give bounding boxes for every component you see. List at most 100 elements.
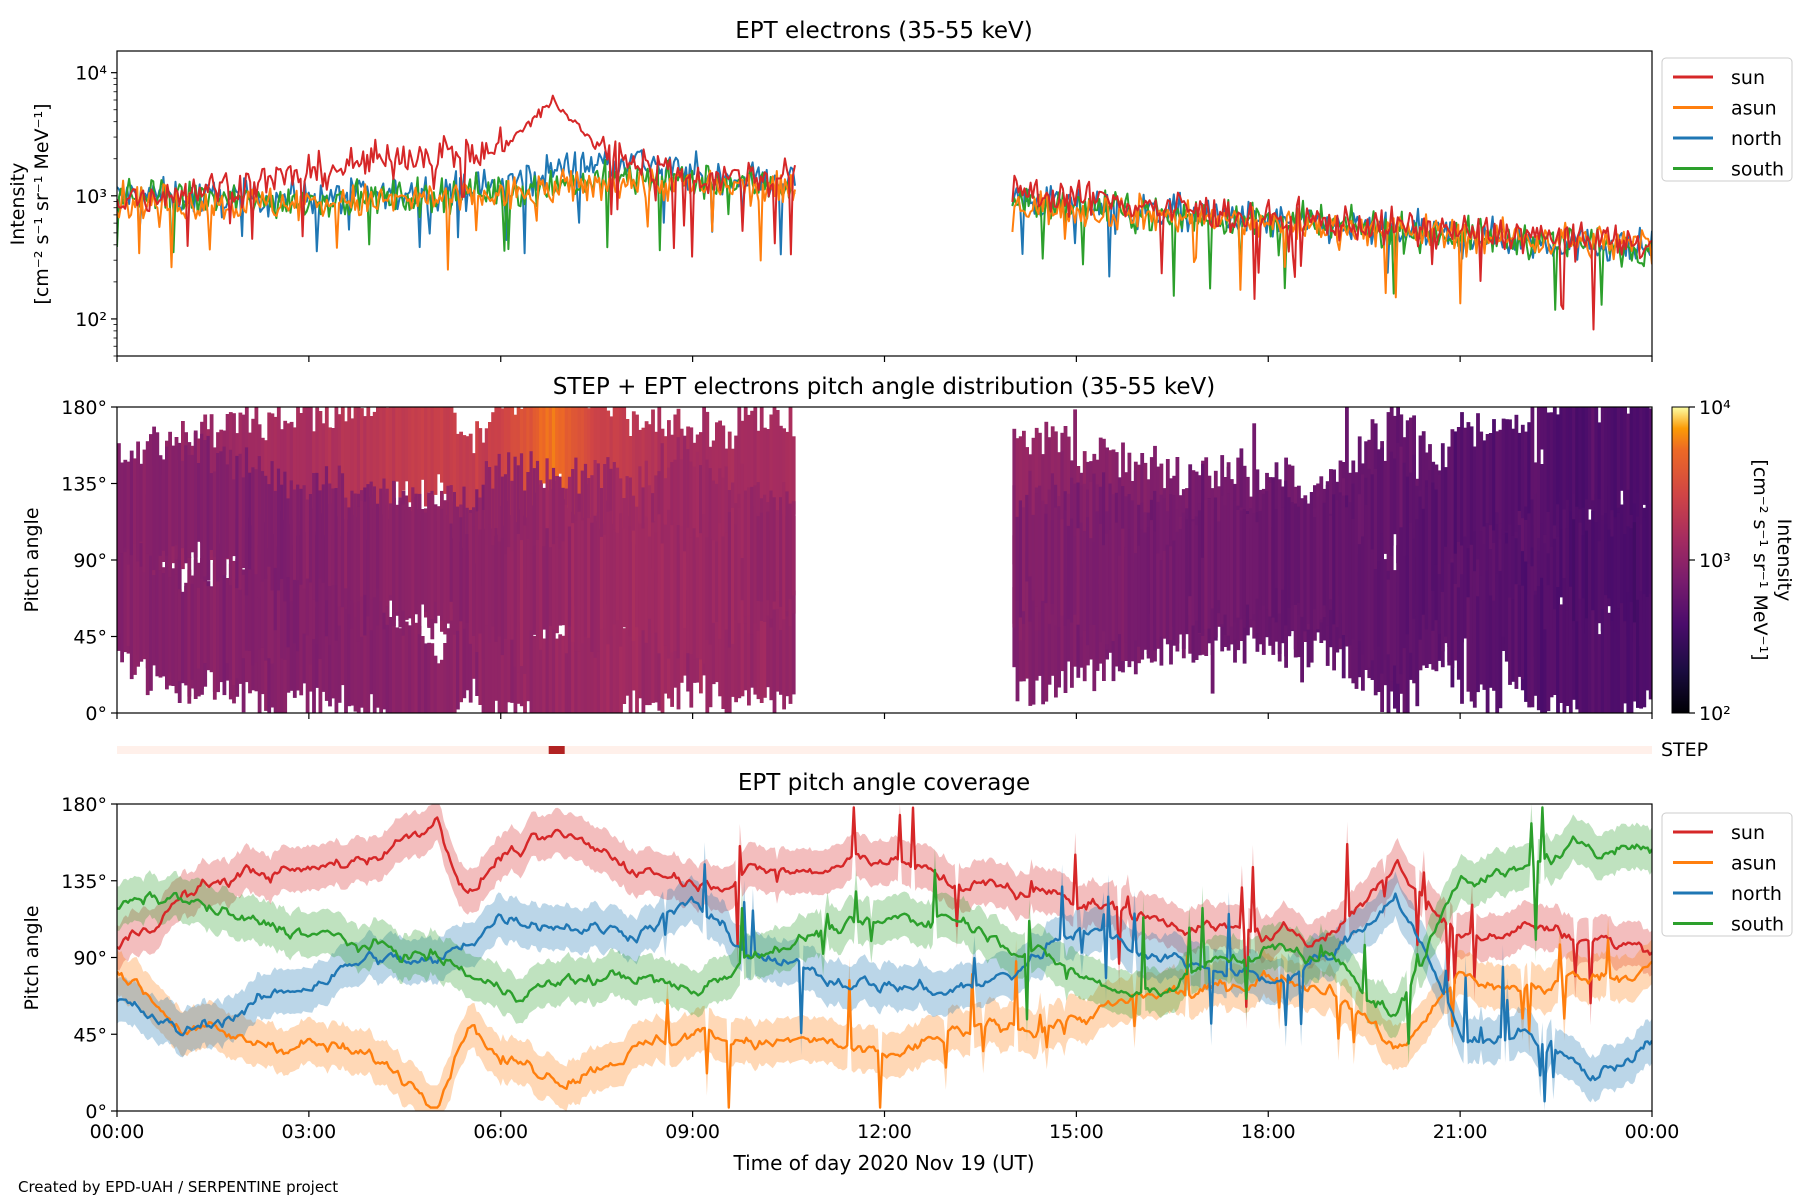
- panel1-y-ticks: 10² 10³ 10⁴: [75, 63, 117, 357]
- x-axis-label: Time of day 2020 Nov 19 (UT): [733, 1151, 1035, 1175]
- heatmap-cell: [1105, 447, 1109, 568]
- heatmap-cell: [302, 407, 307, 537]
- heatmap-cell: [385, 597, 390, 713]
- heatmap-cell: [184, 582, 188, 686]
- heatmap-cell: [558, 548, 563, 626]
- panel4-ylabel: Pitch angle: [21, 905, 43, 1010]
- heatmap-cell: [539, 407, 543, 485]
- heatmap-cell: [590, 407, 595, 518]
- heatmap-cell: [1325, 485, 1330, 626]
- heatmap-cell: [1488, 595, 1493, 688]
- heatmap-cell: [436, 407, 441, 475]
- heatmap-cell: [1409, 522, 1413, 653]
- heatmap-cell: [1565, 407, 1570, 500]
- heatmap-cell: [510, 407, 515, 515]
- heatmap-cell: [1492, 419, 1496, 531]
- heatmap-cell: [443, 643, 447, 713]
- heatmap-cell: [785, 431, 790, 517]
- heatmap-cell: [516, 407, 521, 523]
- heatmap-cell: [1149, 520, 1154, 663]
- heatmap-cell: [625, 419, 630, 531]
- heatmap-cell: [491, 412, 495, 529]
- y-tick-label: 90°: [73, 948, 107, 970]
- heatmap-cell: [117, 552, 121, 651]
- heatmap-cell: [1636, 407, 1640, 493]
- heatmap-cell: [280, 527, 284, 659]
- heatmap-cell: [1517, 585, 1522, 677]
- heatmap-cell: [1194, 525, 1199, 621]
- heatmap-cell: [337, 414, 342, 517]
- heatmap-cell: [340, 606, 345, 686]
- heatmap-cell: [305, 499, 310, 579]
- heatmap-cell: [1207, 498, 1212, 629]
- heatmap-cell: [548, 407, 553, 491]
- heatmap-cell: [564, 407, 569, 500]
- heatmap-cell: [427, 407, 431, 493]
- heatmap-cell: [1389, 451, 1394, 557]
- heatmap-cell: [788, 503, 793, 600]
- heatmap-cell: [1322, 502, 1327, 606]
- heatmap-cell: [187, 455, 192, 558]
- heatmap-cell: [1047, 489, 1052, 624]
- y-tick-label: 45°: [73, 1024, 107, 1046]
- heatmap-cell: [532, 545, 537, 635]
- heatmap-cell: [1511, 599, 1516, 682]
- heatmap-cell: [219, 451, 224, 578]
- heatmap-cell: [1642, 594, 1647, 708]
- heatmap-cell: [1479, 575, 1484, 685]
- heatmap-cell: [1488, 489, 1493, 584]
- heatmap-cell: [1332, 494, 1336, 625]
- heatmap-cell: [1370, 549, 1375, 661]
- heatmap-cell: [1639, 591, 1643, 709]
- heatmap-cell: [414, 493, 419, 615]
- heatmap-cell: [567, 526, 572, 627]
- heatmap-cell: [542, 546, 547, 630]
- heatmap-cell: [513, 456, 518, 585]
- heatmap-cell: [126, 564, 131, 646]
- heatmap-cell: [535, 407, 540, 493]
- x-tick-label: 12:00: [857, 1121, 912, 1143]
- heatmap-cell: [382, 622, 387, 710]
- heatmap-cell: [328, 427, 332, 504]
- heatmap-cell: [1556, 414, 1560, 505]
- heatmap-cell: [660, 574, 665, 713]
- heatmap-cell: [750, 486, 754, 635]
- heatmap-cell: [212, 554, 217, 700]
- heatmap-cell: [1636, 599, 1640, 708]
- heatmap-cell: [769, 490, 774, 619]
- heatmap-cell: [1217, 521, 1221, 601]
- heatmap-cell: [1274, 509, 1279, 589]
- heatmap-cell: [1540, 577, 1544, 713]
- heatmap-cell: [1133, 470, 1138, 563]
- heatmap-cell: [545, 407, 550, 509]
- heatmap-cell: [456, 600, 460, 710]
- heatmap-cell: [1536, 407, 1541, 538]
- heatmap-cell: [318, 511, 323, 659]
- heatmap-cell: [1338, 495, 1343, 639]
- heatmap-cell: [241, 574, 246, 659]
- heatmap-cell: [612, 594, 617, 713]
- heatmap-cell: [1620, 603, 1624, 713]
- heatmap-cell: [510, 480, 515, 560]
- heatmap-cell: [1092, 473, 1097, 590]
- heatmap-cell: [289, 480, 294, 602]
- heatmap-cell: [731, 507, 735, 644]
- heatmap-cell: [1453, 431, 1458, 554]
- heatmap-cell: [1527, 459, 1532, 594]
- coverage-line-asun: [117, 938, 1652, 1109]
- heatmap-cell: [1623, 534, 1627, 623]
- x-tick-label: 15:00: [1049, 1121, 1104, 1143]
- heatmap-cell: [446, 502, 451, 624]
- heatmap-cell: [452, 604, 457, 713]
- heatmap-cell: [1466, 529, 1471, 625]
- heatmap-cell: [401, 504, 406, 611]
- heatmap-cell: [136, 548, 140, 667]
- heatmap-cell: [260, 554, 265, 648]
- heatmap-cell: [1038, 485, 1042, 612]
- heatmap-cell: [1568, 407, 1573, 512]
- heatmap-cell: [737, 407, 742, 521]
- heatmap-cell: [561, 407, 566, 498]
- heatmap-cell: [1514, 584, 1519, 689]
- legend-label-asun: asun: [1731, 853, 1777, 875]
- heatmap-cell: [465, 436, 470, 555]
